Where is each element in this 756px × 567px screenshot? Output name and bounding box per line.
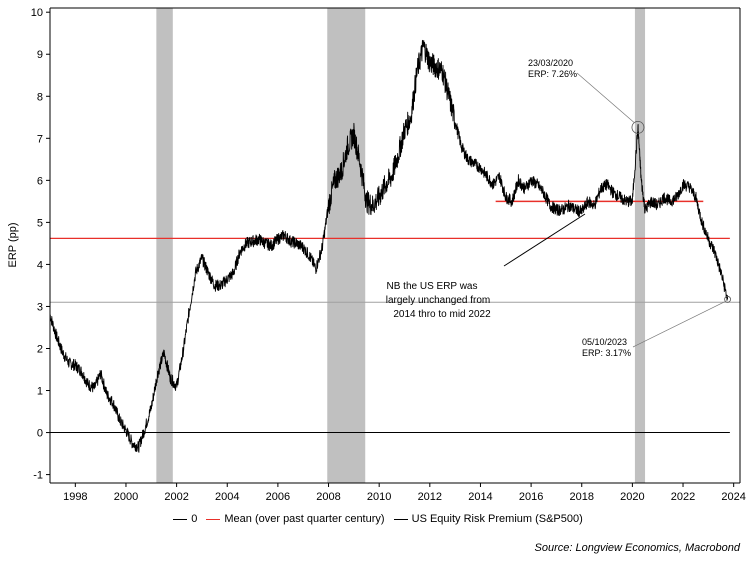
nb-pointer-line <box>503 213 586 267</box>
legend-item-mean: Mean (over past quarter century) <box>206 513 385 525</box>
x-tick-label: 2000 <box>114 491 138 503</box>
y-tick-label: 4 <box>37 259 43 271</box>
x-tick-label: 2016 <box>519 491 543 503</box>
annotations: 23/03/2020 ERP: 7.26% 05/10/2023 ERP: 3.… <box>386 58 731 358</box>
y-axis-label: ERP (pp) <box>7 222 19 267</box>
x-tick-label: 2014 <box>468 491 492 503</box>
peak-marker <box>631 120 645 134</box>
nb-note-line-2: largely unchanged from <box>386 295 491 306</box>
x-tick-label: 2008 <box>316 491 340 503</box>
latest-annotation-date: 05/10/2023 <box>582 337 627 347</box>
x-tick-label: 2006 <box>266 491 290 503</box>
recession-band-1 <box>327 8 366 483</box>
y-tick-label: 8 <box>37 91 43 103</box>
y-tick-label: -1 <box>33 470 43 482</box>
recession-band-0 <box>156 8 173 483</box>
legend-swatch-mean <box>206 518 221 520</box>
y-tick-label: 5 <box>37 217 43 229</box>
x-tick-label: 2012 <box>418 491 442 503</box>
x-tick-label: 2024 <box>721 491 745 503</box>
y-tick-label: 3 <box>37 301 43 313</box>
x-tick-label: 2020 <box>620 491 644 503</box>
nb-note-line-3: 2014 thro to mid 2022 <box>393 309 491 320</box>
x-tick-label: 2010 <box>367 491 391 503</box>
peak-leader-line <box>576 72 635 123</box>
recession-bands <box>156 8 646 483</box>
x-tick-label: 2004 <box>215 491 239 503</box>
legend-label-zero: 0 <box>191 513 198 525</box>
x-tick-label: 1998 <box>63 491 87 503</box>
peak-annotation-date: 23/03/2020 <box>528 58 573 68</box>
tick-labels: 1998 2000 2002 2004 2006 2008 2010 2012 2014 2016… <box>31 7 746 503</box>
y-tick-label: 0 <box>37 428 43 440</box>
axes <box>49 7 741 484</box>
legend-item-zero: 0 <box>173 513 197 525</box>
recession-band-2 <box>634 8 646 483</box>
latest-leader-line <box>632 300 726 348</box>
y-tick-label: 1 <box>37 386 43 398</box>
legend-label-mean: Mean (over past quarter century) <box>224 513 385 525</box>
y-tick-label: 9 <box>37 49 43 61</box>
series-lines <box>49 39 729 453</box>
y-tick-label: 10 <box>31 7 43 19</box>
y-tick-label: 2 <box>37 343 43 355</box>
nb-note-line-1: NB the US ERP was <box>387 281 478 292</box>
peak-annotation-value: ERP: 7.26% <box>528 69 577 79</box>
legend-item-erp: US Equity Risk Premium (S&P500) <box>393 513 583 525</box>
legend-label-erp: US Equity Risk Premium (S&P500) <box>411 513 583 525</box>
legend-swatch-zero <box>173 518 188 520</box>
y-tick-label: 7 <box>37 133 43 145</box>
x-tick-label: 2022 <box>671 491 695 503</box>
latest-marker <box>724 295 731 303</box>
latest-annotation-value: ERP: 3.17% <box>582 348 631 358</box>
legend-swatch-erp <box>393 518 408 520</box>
y-tick-label: 6 <box>37 175 43 187</box>
erp-series-line <box>49 39 729 453</box>
legend: 0 Mean (over past quarter century) US Eq… <box>0 513 756 525</box>
x-tick-label: 2002 <box>164 491 188 503</box>
source-note: Source: Longview Economics, Macrobond <box>534 542 740 554</box>
x-tick-label: 2018 <box>570 491 594 503</box>
